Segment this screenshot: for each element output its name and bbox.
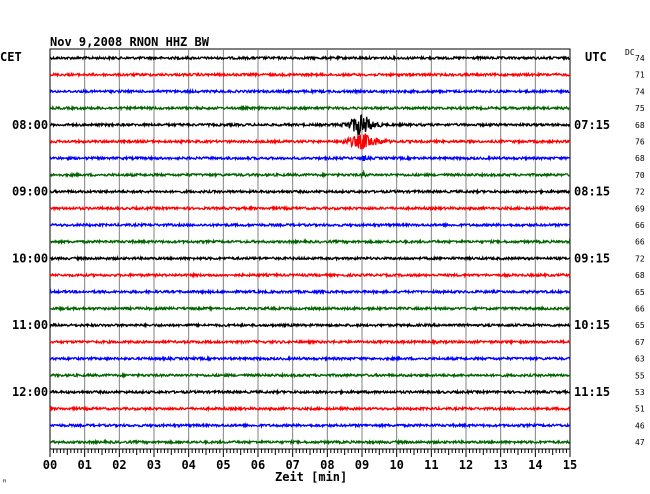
x-tick-label: 02: [112, 458, 126, 472]
cet-tick-label: 12:00: [12, 385, 48, 399]
trace-line: [49, 422, 571, 429]
trace-line: [49, 271, 571, 279]
cet-tick-label: 11:00: [12, 318, 48, 332]
utc-tick-label: 10:15: [574, 318, 610, 332]
dc-value: 46: [635, 421, 645, 430]
x-tick-label: 12: [459, 458, 473, 472]
trace-line: [49, 187, 571, 196]
trace-line: [49, 133, 571, 150]
x-tick-label: 04: [181, 458, 195, 472]
x-tick-label: 01: [77, 458, 91, 472]
x-tick-label: 06: [251, 458, 265, 472]
dc-value: 66: [635, 305, 645, 314]
dc-value: 68: [635, 154, 645, 163]
trace-line: [49, 371, 571, 379]
cet-label: CET: [0, 50, 22, 64]
utc-tick-label: 07:15: [574, 118, 610, 132]
trace-group: [49, 54, 571, 446]
utc-tick-label: 08:15: [574, 185, 610, 199]
chart-title: Nov 9,2008 RNON HHZ BW: [50, 35, 209, 49]
trace-line: [49, 169, 571, 179]
dc-value: 70: [635, 171, 645, 180]
dc-value: 47: [635, 438, 645, 447]
trace-line: [49, 438, 571, 446]
x-tick-label: 11: [424, 458, 438, 472]
trace-line: [49, 71, 571, 79]
x-axis: 00 01 02 03 04 05 06 07 08 09 10 11 12 13 14 15: [43, 449, 577, 472]
corner-mark: ꟸ: [2, 478, 7, 487]
cet-tick-label: 09:00: [12, 185, 48, 199]
trace-line: [49, 204, 571, 212]
dc-value: 53: [635, 388, 645, 397]
trace-line: [49, 54, 571, 62]
x-tick-label: 00: [43, 458, 57, 472]
trace-line: [49, 321, 571, 329]
dc-value: 74: [635, 87, 645, 96]
trace-line: [49, 338, 571, 346]
utc-tick-label: 11:15: [574, 385, 610, 399]
grid-lines: [84, 49, 536, 449]
trace-line: [49, 355, 571, 363]
trace-line: [49, 104, 571, 112]
x-axis-label: Zeit [min]: [275, 470, 348, 484]
trace-line: [49, 388, 571, 396]
dc-value: 68: [635, 271, 645, 280]
x-tick-label: 13: [493, 458, 507, 472]
trace-line: [49, 87, 571, 96]
dc-value: 65: [635, 288, 645, 297]
dc-value: 71: [635, 71, 645, 80]
x-tick-label: 15: [563, 458, 577, 472]
dc-value: 66: [635, 221, 645, 230]
dc-value: 68: [635, 121, 645, 130]
trace-line: [49, 238, 571, 246]
trace-line: [49, 254, 571, 262]
cet-tick-label: 08:00: [12, 118, 48, 132]
trace-line: [49, 221, 571, 229]
dc-value: 65: [635, 321, 645, 330]
trace-line: [49, 304, 571, 313]
y-axis-labels: 74 71 74 75 68 08:00 07:15 76 68 70 72 09:00 08:15 69…: [12, 54, 645, 447]
x-tick-label: 10: [389, 458, 403, 472]
utc-tick-label: 09:15: [574, 251, 610, 265]
dc-value: 75: [635, 104, 645, 113]
x-tick-label: 08: [320, 458, 334, 472]
dc-value: 74: [635, 54, 645, 63]
dc-value: 72: [635, 254, 645, 263]
dc-value: 76: [635, 138, 645, 147]
trace-line: [49, 288, 571, 296]
x-tick-label: 03: [147, 458, 161, 472]
x-tick-label: 05: [216, 458, 230, 472]
cet-tick-label: 10:00: [12, 251, 48, 265]
trace-line: [49, 114, 571, 135]
trace-line: [49, 405, 571, 413]
dc-value: 55: [635, 371, 645, 380]
dc-value: 67: [635, 338, 645, 347]
dc-value: 69: [635, 204, 645, 213]
x-tick-label: 14: [528, 458, 542, 472]
dc-value: 72: [635, 188, 645, 197]
x-tick-label: 07: [285, 458, 299, 472]
dc-value: 66: [635, 238, 645, 247]
dc-label: DC: [625, 48, 635, 57]
utc-label: UTC: [585, 50, 607, 64]
x-tick-label: 09: [355, 458, 369, 472]
dc-value: 51: [635, 405, 645, 414]
dc-value: 63: [635, 355, 645, 364]
trace-line: [49, 154, 571, 162]
